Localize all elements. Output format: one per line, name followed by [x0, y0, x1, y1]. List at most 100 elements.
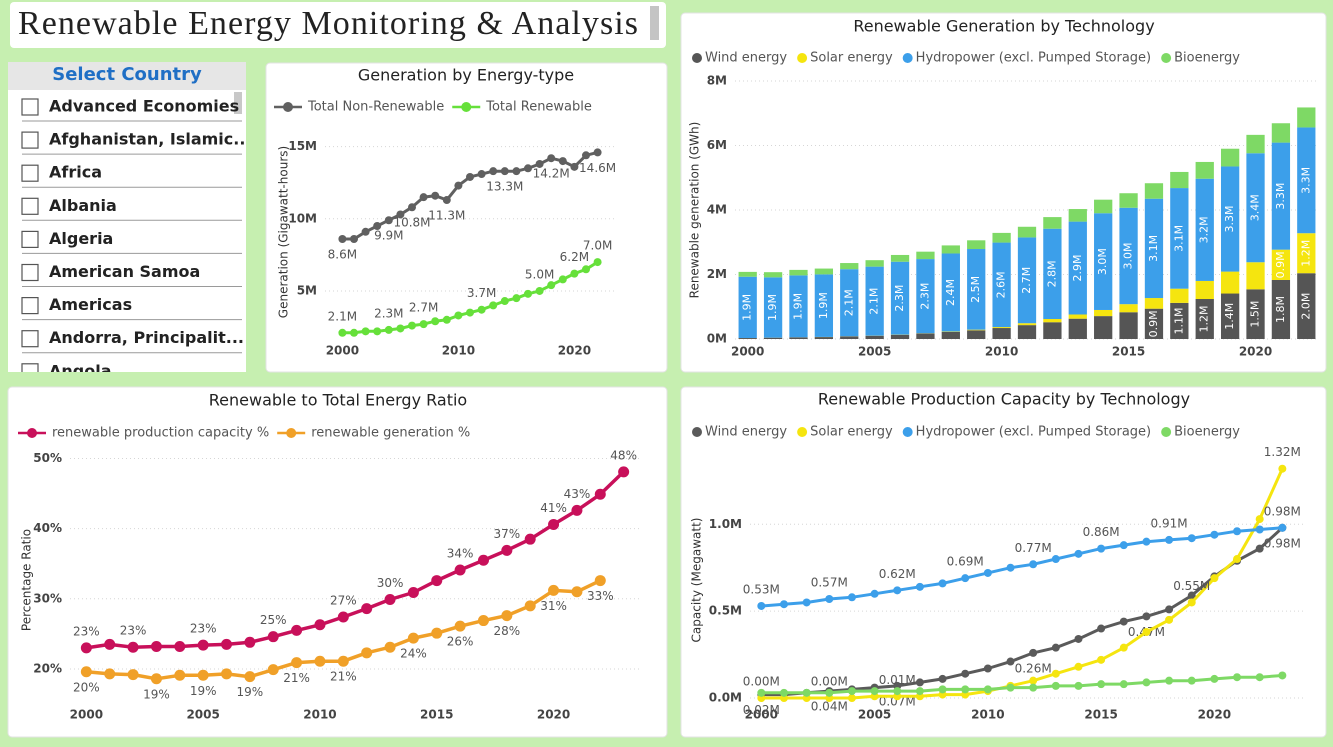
bar-segment [763, 277, 783, 338]
legend-marker [1161, 427, 1172, 437]
point [802, 688, 811, 697]
point [779, 600, 788, 609]
point [938, 579, 947, 588]
point [244, 671, 256, 683]
legend-marker [692, 53, 702, 63]
slicer-item[interactable]: Algeria [49, 229, 113, 248]
bar-label: 3.0M [1122, 242, 1135, 269]
slicer-item[interactable]: Advanced Economies [49, 97, 239, 116]
legend-label[interactable]: Total Non-Renewable [307, 100, 444, 115]
checkbox[interactable] [21, 197, 39, 215]
point [477, 554, 489, 566]
slicer-scrollbar[interactable] [234, 92, 242, 114]
point [1233, 527, 1242, 536]
bar-segment [1297, 127, 1316, 234]
legend-label[interactable]: Bioenergy [1174, 425, 1240, 440]
bar-segment [1043, 217, 1062, 229]
data-label: 33% [587, 589, 614, 603]
legend-label[interactable]: Hydropower (excl. Pumped Storage) [916, 425, 1151, 440]
bar-label: 1.2M [1299, 240, 1312, 267]
legend-label[interactable]: Total Renewable [485, 100, 592, 115]
y-tick-label: 5M [297, 283, 317, 297]
legend-marker [461, 102, 472, 112]
point [477, 305, 486, 314]
point [524, 600, 536, 612]
point [1097, 624, 1106, 633]
data-label: 19% [190, 684, 217, 698]
data-label: 0.69M [947, 555, 984, 569]
checkbox[interactable] [21, 363, 39, 380]
slicer-item[interactable]: Angola [49, 361, 112, 380]
bar-label: 2.5M [969, 276, 982, 303]
point [104, 638, 116, 650]
checkbox[interactable] [21, 263, 39, 282]
x-tick-label: 2015 [1084, 708, 1117, 722]
bar-segment [789, 275, 808, 338]
bar-segment [916, 259, 935, 334]
checkbox[interactable] [21, 131, 39, 149]
bar-segment [1246, 134, 1265, 154]
bar-label: 0.9M [1147, 310, 1160, 337]
slicer-item[interactable]: Americas [49, 295, 132, 314]
bar-segment [814, 268, 834, 275]
point [127, 669, 139, 681]
point [384, 594, 396, 606]
checkbox[interactable] [21, 230, 39, 248]
point [558, 275, 567, 284]
point [174, 669, 186, 681]
data-label: 13.3M [486, 180, 523, 194]
point [501, 610, 513, 622]
legend-label[interactable]: renewable production capacity % [52, 426, 269, 441]
bar-segment [1068, 221, 1087, 315]
bar-segment [814, 274, 834, 337]
bar-segment [941, 245, 960, 254]
x-tick-label: 2010 [985, 345, 1018, 359]
legend-label[interactable]: renewable generation % [311, 426, 470, 441]
slicer-item[interactable]: American Samoa [49, 262, 200, 281]
checkbox[interactable] [21, 330, 39, 348]
data-label: 25% [260, 613, 287, 627]
point [1029, 648, 1038, 657]
y-tick-label: 0M [707, 332, 727, 346]
data-label: 19% [143, 687, 170, 701]
legend-label[interactable]: Solar energy [810, 51, 893, 66]
bar-segment [738, 276, 757, 339]
point [1074, 662, 1083, 671]
legend-marker [797, 427, 808, 437]
data-label: 2.7M [409, 301, 438, 315]
point [571, 504, 583, 516]
point [593, 148, 602, 157]
point [361, 647, 373, 659]
data-label: 2.3M [374, 306, 403, 320]
legend-label[interactable]: Hydropower (excl. Pumped Storage) [916, 51, 1151, 66]
point [961, 685, 970, 694]
checkbox[interactable] [21, 164, 39, 182]
legend-label[interactable]: Solar energy [810, 425, 893, 440]
point [1006, 683, 1015, 692]
bar-label: 2.3M [918, 283, 931, 310]
data-label: 7.0M [583, 239, 612, 253]
slicer-item[interactable]: Albania [49, 196, 117, 215]
bar-label: 2.3M [893, 285, 906, 312]
slicer-item[interactable]: Africa [49, 163, 102, 182]
legend-label[interactable]: Bioenergy [1174, 51, 1240, 66]
bar-segment [738, 338, 757, 339]
bar-label: 1.1M [1172, 307, 1185, 334]
point [1051, 669, 1060, 678]
legend-label[interactable]: Wind energy [705, 425, 787, 440]
legend-label[interactable]: Wind energy [705, 51, 787, 66]
chart-title: Renewable Production Capacity by Technol… [818, 390, 1190, 409]
point [847, 593, 856, 602]
bar-segment [992, 242, 1011, 328]
slicer-item[interactable]: Afghanistan, Islamic... [49, 130, 252, 149]
bar-segment [1271, 142, 1291, 250]
slicer-list: Advanced Economies Afghanistan, Islamic..… [21, 97, 252, 380]
slicer-item[interactable]: Andorra, Principalit... [49, 328, 244, 347]
bar-segment [1220, 166, 1240, 272]
checkbox[interactable] [21, 297, 39, 315]
point [535, 286, 544, 295]
point [314, 619, 326, 631]
checkbox[interactable] [21, 98, 39, 116]
bar-segment [1017, 226, 1037, 238]
point [267, 631, 279, 643]
